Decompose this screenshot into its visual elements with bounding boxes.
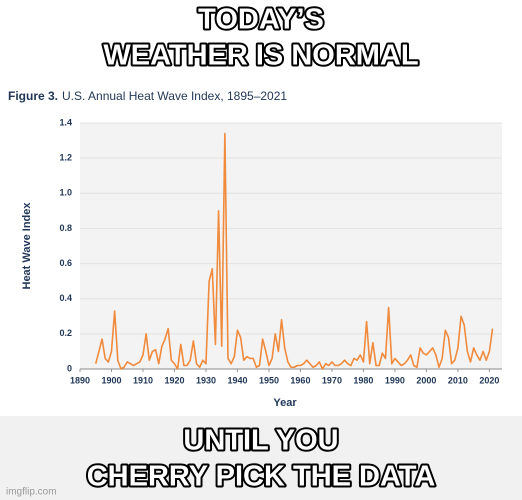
x-tick-label: 1970 <box>322 375 342 385</box>
y-tick-label: 0.6 <box>59 258 72 268</box>
x-tick-label: 1960 <box>290 375 310 385</box>
x-tick-label: 1890 <box>70 375 90 385</box>
bottom-caption: CHERRY PICK THE DATA <box>87 461 436 493</box>
watermark: imgflip.com <box>6 487 57 498</box>
top-caption: TODAY’S <box>198 4 324 36</box>
x-tick-label: 2010 <box>448 375 468 385</box>
y-tick-label: 0.8 <box>59 223 72 233</box>
y-tick-label: 1.2 <box>59 153 72 163</box>
y-axis-label: Heat Wave Index <box>21 202 33 290</box>
x-tick-label: 1920 <box>164 375 184 385</box>
bottom-panel <box>0 416 522 500</box>
x-axis-label: Year <box>273 397 297 409</box>
x-tick-label: 1980 <box>353 375 373 385</box>
data-line <box>94 132 494 370</box>
y-tick-label: 0.2 <box>59 328 72 338</box>
plot-area <box>80 123 502 369</box>
y-tick-label: 0 <box>67 363 72 373</box>
y-tick-label: 0.4 <box>59 293 72 303</box>
x-tick-label: 1940 <box>227 375 247 385</box>
top-panel <box>0 0 522 80</box>
figure-label: Figure 3. <box>8 89 58 103</box>
x-tick-label: 1950 <box>259 375 279 385</box>
x-tick-label: 1910 <box>133 375 153 385</box>
y-tick-label: 1.0 <box>59 188 72 198</box>
x-tick-label: 2020 <box>479 375 499 385</box>
top-caption: WEATHER IS NORMAL <box>103 40 418 72</box>
chart-title: U.S. Annual Heat Wave Index, 1895–2021 <box>62 89 287 103</box>
bottom-caption: UNTIL YOU <box>183 425 338 457</box>
x-tick-label: 1990 <box>385 375 405 385</box>
x-tick-label: 1900 <box>101 375 121 385</box>
x-tick-label: 1930 <box>196 375 216 385</box>
x-tick-label: 2000 <box>416 375 436 385</box>
y-tick-label: 1.4 <box>59 117 72 127</box>
